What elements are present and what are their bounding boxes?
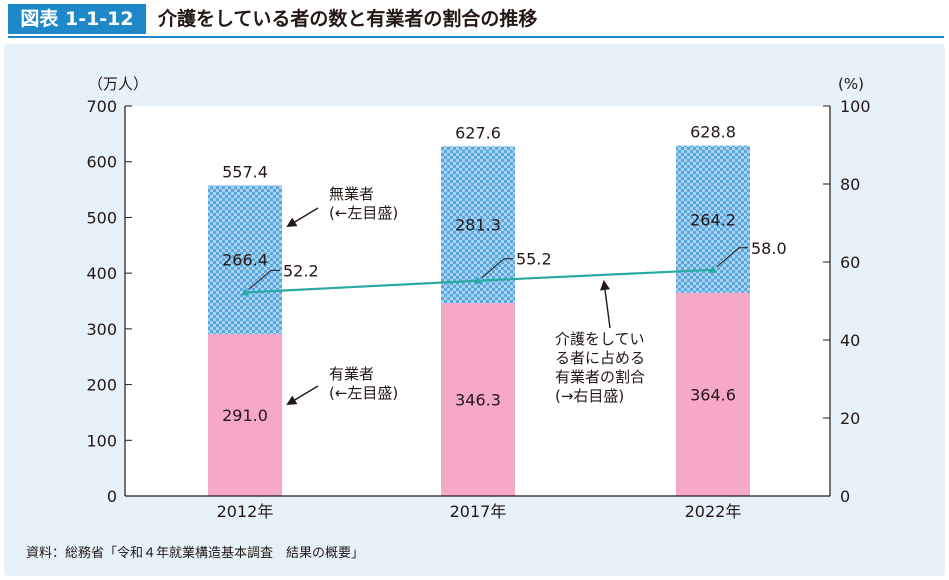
annotation-employed: (←左目盛) bbox=[329, 384, 398, 402]
right-axis-tick-label: 80 bbox=[840, 175, 860, 194]
nonemployed-value-label: 281.3 bbox=[455, 216, 501, 235]
annotation-ratio: る者に占める bbox=[555, 349, 645, 367]
left-axis-tick-label: 400 bbox=[86, 264, 117, 283]
annotation-arrow bbox=[286, 385, 319, 406]
left-axis-tick-label: 0 bbox=[107, 487, 117, 506]
source-note: 資料：総務省「令和４年就業構造基本調査 結果の概要」 bbox=[26, 546, 365, 561]
right-axis-unit: (%) bbox=[838, 75, 864, 93]
annotation-ratio: 介護をしてい bbox=[555, 330, 645, 348]
x-axis-label: 2022年 bbox=[685, 502, 742, 521]
total-label: 628.8 bbox=[690, 123, 736, 142]
right-axis-tick-label: 0 bbox=[840, 487, 850, 506]
annotation-ratio: (→右目盛) bbox=[555, 387, 624, 405]
annotation-nonemployed: 無業者 bbox=[329, 185, 374, 203]
leader-line bbox=[481, 258, 513, 279]
right-axis-tick-label: 20 bbox=[840, 409, 860, 428]
left-axis-tick-label: 200 bbox=[86, 376, 117, 395]
right-axis-tick-label: 40 bbox=[840, 331, 860, 350]
employed-value-label: 346.3 bbox=[455, 391, 501, 410]
annotation-arrow bbox=[600, 280, 611, 329]
bar-employed bbox=[208, 333, 282, 496]
ratio-point bbox=[709, 265, 717, 273]
right-axis-tick-label: 60 bbox=[840, 253, 860, 272]
nonemployed-value-label: 266.4 bbox=[222, 251, 268, 270]
figure-header: 図表 1-1-12 介護をしている者の数と有業者の割合の推移 bbox=[0, 0, 949, 38]
left-axis-tick-label: 300 bbox=[86, 320, 117, 339]
ratio-point bbox=[241, 288, 249, 296]
left-axis-unit: （万人） bbox=[88, 75, 148, 93]
header-rule bbox=[8, 36, 944, 38]
leader-line bbox=[716, 247, 748, 268]
bar-employed bbox=[676, 292, 750, 496]
left-axis-tick-label: 500 bbox=[86, 208, 117, 227]
ratio-value-label: 52.2 bbox=[283, 261, 319, 280]
right-axis-tick-label: 100 bbox=[840, 97, 871, 116]
annotation-nonemployed: (←左目盛) bbox=[329, 204, 398, 222]
x-axis-label: 2017年 bbox=[450, 502, 507, 521]
total-label: 557.4 bbox=[222, 162, 268, 181]
ratio-value-label: 55.2 bbox=[516, 250, 552, 269]
left-axis-tick-label: 100 bbox=[86, 431, 117, 450]
employed-value-label: 291.0 bbox=[222, 406, 268, 425]
figure-label: 図表 1-1-12 bbox=[8, 4, 146, 34]
x-axis-label: 2012年 bbox=[217, 502, 274, 521]
bar-employed bbox=[441, 303, 515, 496]
total-label: 627.6 bbox=[455, 123, 501, 142]
ratio-value-label: 58.0 bbox=[751, 239, 787, 258]
bar-nonemployed bbox=[208, 185, 282, 334]
leader-line bbox=[248, 269, 280, 290]
annotation-arrow bbox=[286, 207, 319, 228]
left-axis-tick-label: 700 bbox=[86, 97, 117, 116]
nonemployed-value-label: 264.2 bbox=[690, 210, 736, 229]
left-axis-tick-label: 600 bbox=[86, 153, 117, 172]
figure-title: 介護をしている者の数と有業者の割合の推移 bbox=[158, 8, 538, 30]
annotation-employed: 有業者 bbox=[329, 365, 374, 383]
ratio-point bbox=[474, 276, 482, 284]
employed-value-label: 364.6 bbox=[690, 385, 736, 404]
annotation-ratio: 有業者の割合 bbox=[555, 368, 645, 386]
